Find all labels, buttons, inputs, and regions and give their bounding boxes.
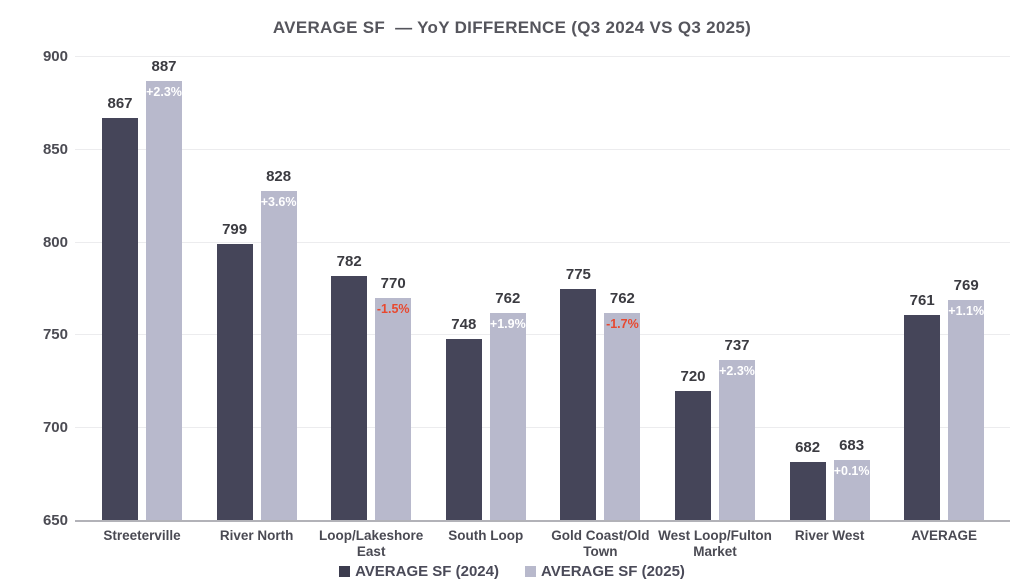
- value-label: 782: [336, 253, 362, 271]
- y-tick-label: 700: [42, 419, 68, 437]
- bar-group: 799 828 +3.6%: [216, 168, 297, 521]
- bar-2024: 720: [675, 368, 711, 521]
- x-category-label: Gold Coast/Old Town: [551, 528, 650, 559]
- legend-swatch-2025: [525, 566, 536, 577]
- value-label: 769: [953, 277, 979, 295]
- bar-group: 782 770 -1.5%: [331, 253, 412, 521]
- bar-2024: 799: [216, 221, 253, 521]
- x-category-label: Loop/Lakeshore East: [319, 528, 424, 559]
- yoy-pct-label: +2.3%: [719, 363, 755, 378]
- bar-group: 775 762 -1.7%: [560, 266, 641, 521]
- value-label: 761: [909, 291, 935, 309]
- bar-2025: 828 +3.6%: [260, 168, 297, 521]
- bar-group: 720 737 +2.3%: [675, 337, 755, 521]
- value-label: 775: [565, 266, 591, 283]
- bar-2025: 769 +1.1%: [948, 277, 985, 521]
- yoy-pct-label: -1.7%: [606, 317, 639, 332]
- value-label: 762: [609, 290, 635, 308]
- bar-2025: 737 +2.3%: [719, 337, 755, 521]
- legend: AVERAGE SF (2024) AVERAGE SF (2025): [0, 563, 1024, 580]
- y-tick-label: 650: [42, 512, 68, 529]
- legend-item: AVERAGE SF (2025): [525, 563, 685, 580]
- bar-2025: 770 -1.5%: [375, 275, 412, 521]
- yoy-pct-label: +1.9%: [489, 317, 526, 332]
- gridline: [75, 148, 1010, 150]
- gridline: [75, 427, 1010, 429]
- bar-2024: 748: [445, 316, 482, 521]
- gridline: [75, 241, 1010, 243]
- y-tick-label: 900: [42, 48, 68, 65]
- value-label: 867: [107, 95, 133, 113]
- bar-2024: 682: [789, 439, 826, 521]
- bar-2025: 683 +0.1%: [833, 437, 870, 521]
- bar-2024: 782: [331, 253, 368, 521]
- value-label: 737: [724, 336, 750, 354]
- bar-2024: 867: [102, 95, 138, 521]
- bar-2025: 762 -1.7%: [604, 290, 641, 521]
- value-label: 799: [222, 221, 248, 239]
- value-label: 762: [495, 290, 521, 308]
- x-category-label: Streeterville: [103, 528, 181, 543]
- value-label: 887: [151, 58, 177, 76]
- x-category-label: West Loop/Fulton Market: [658, 528, 772, 559]
- chart-title: AVERAGE SF — YoY DIFFERENCE (Q3 2024 VS …: [272, 18, 752, 37]
- yoy-pct-label: +3.6%: [260, 194, 297, 209]
- x-category-label: River North: [219, 528, 294, 543]
- value-label: 683: [839, 436, 865, 454]
- value-label: 720: [680, 368, 706, 386]
- x-category-label: AVERAGE: [911, 528, 978, 543]
- legend-swatch-2024: [339, 566, 351, 577]
- bar-group: 748 762 +1.9%: [445, 290, 526, 521]
- bar-2024: 775: [560, 266, 597, 521]
- plot-area: 867 887 +2.3% 799 828 +3.6% 782 770 -1.5% 748 762 +…: [75, 56, 1010, 522]
- value-label: 770: [380, 275, 406, 293]
- legend-label: AVERAGE SF (2025): [541, 563, 685, 580]
- bar-2025: 887 +2.3%: [146, 58, 182, 521]
- bar-group: 761 769 +1.1%: [904, 277, 985, 521]
- value-label: 828: [266, 167, 292, 185]
- legend-label: AVERAGE SF (2024): [355, 563, 499, 580]
- y-tick-label: 800: [42, 233, 68, 251]
- bar-2025: 762 +1.9%: [489, 290, 526, 521]
- legend-item: AVERAGE SF (2024): [339, 563, 499, 580]
- yoy-pct-label: +2.3%: [146, 85, 182, 100]
- bar-group: 867 887 +2.3%: [102, 58, 182, 521]
- gridline: [75, 334, 1010, 336]
- yoy-pct-label: +0.1%: [833, 463, 870, 478]
- y-tick-label: 750: [42, 326, 68, 344]
- x-axis-line: [75, 520, 1010, 522]
- bar-2024: 761: [904, 292, 941, 521]
- y-tick-label: 850: [42, 140, 68, 158]
- x-category-label: River West: [794, 528, 865, 543]
- yoy-pct-label: -1.5%: [376, 302, 410, 317]
- yoy-pct-label: +1.1%: [948, 304, 985, 319]
- value-label: 682: [795, 438, 821, 456]
- value-label: 748: [451, 316, 477, 334]
- bar-group: 682 683 +0.1%: [789, 437, 870, 521]
- gridline: [75, 56, 1010, 57]
- x-category-label: South Loop: [448, 528, 524, 543]
